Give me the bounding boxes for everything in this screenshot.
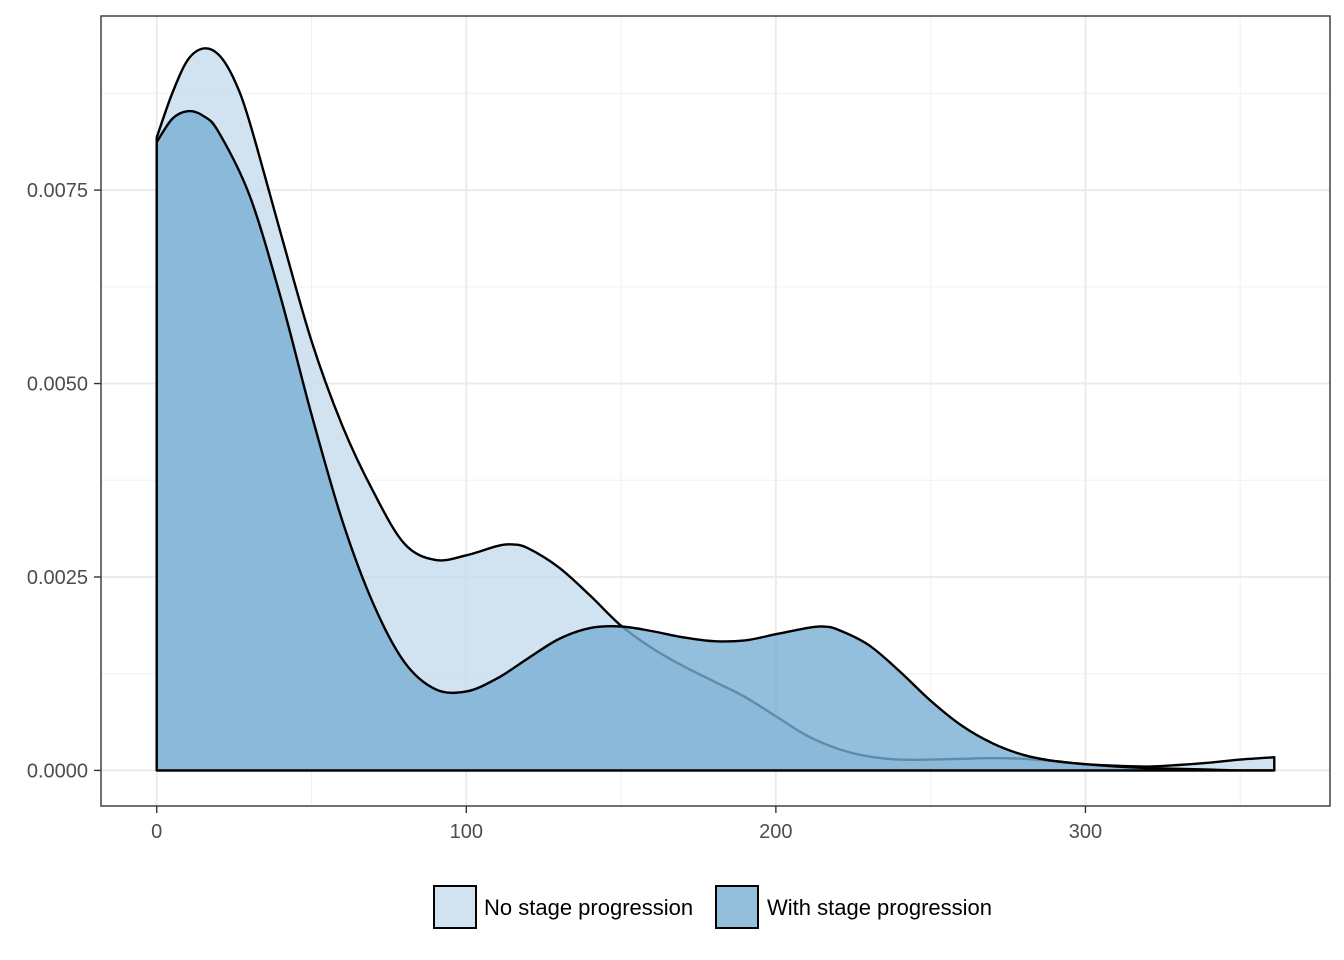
legend: No stage progression With stage progress… [433,885,992,929]
y-axis: 0.0000 0.0025 0.0050 0.0075 [27,180,101,782]
legend-label-no-stage-progression: No stage progression [484,895,693,920]
series-layer [155,47,1276,772]
x-tick-label: 200 [759,821,792,843]
x-tick-label: 0 [151,821,162,843]
panel-border [100,15,1331,807]
plot-panel [100,15,1331,807]
x-tick-label: 300 [1069,821,1102,843]
y-tick-label: 0.0025 [27,567,88,589]
x-tick-label: 100 [450,821,483,843]
legend-key-no-stage-progression [433,885,477,929]
density-area-with-stage-progression [155,109,1276,772]
y-tick-label: 0.0000 [27,760,88,782]
y-tick-label: 0.0075 [27,180,88,202]
y-tick-label: 0.0050 [27,374,88,396]
x-axis: 0 100 200 300 [151,806,1102,843]
legend-label-with-stage-progression: With stage progression [767,895,992,920]
legend-key-with-stage-progression [715,885,759,929]
